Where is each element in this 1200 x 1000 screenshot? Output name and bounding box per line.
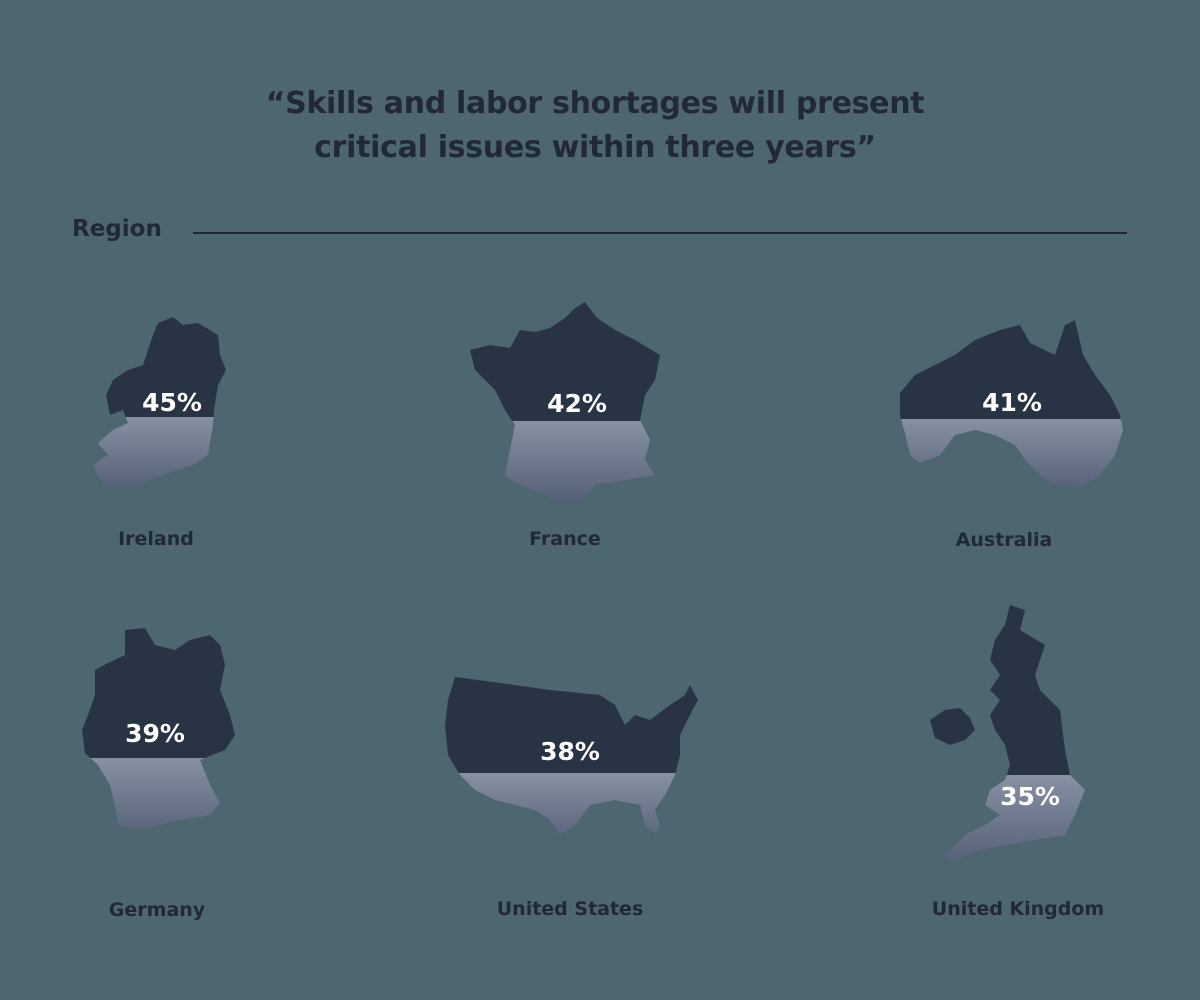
value-label: 41% — [982, 388, 1042, 417]
value-label: 39% — [125, 719, 185, 748]
section-label: Region — [72, 216, 162, 242]
australia-map-icon — [900, 320, 1123, 487]
value-label: 38% — [540, 737, 600, 766]
ireland-map-icon — [93, 317, 226, 490]
region-name: France — [529, 528, 601, 550]
region-ireland: 45% Ireland — [88, 315, 248, 555]
region-united-kingdom: 35% United Kingdom — [925, 600, 1105, 930]
value-label: 35% — [1000, 782, 1060, 811]
region-name: United Kingdom — [931, 898, 1105, 920]
chart-title: “Skills and labor shortages will present… — [0, 82, 1190, 170]
value-label: 42% — [547, 389, 607, 418]
region-australia: 41% Australia — [895, 315, 1125, 555]
region-united-states: 38% United States — [440, 675, 700, 925]
value-label: 45% — [142, 388, 202, 417]
region-france: 42% France — [465, 300, 675, 550]
france-map-icon — [470, 302, 660, 505]
region-name: Ireland — [118, 528, 194, 550]
section-divider — [193, 232, 1127, 234]
chart-title-line-2: critical issues within three years” — [314, 130, 876, 165]
chart-title-line-1: “Skills and labor shortages will present — [265, 86, 925, 121]
region-name: Australia — [955, 529, 1053, 551]
united-kingdom-map-icon — [930, 605, 1085, 860]
region-name: Germany — [108, 899, 206, 921]
united-states-map-icon — [445, 677, 698, 835]
region-name: United States — [496, 898, 644, 920]
region-germany: 39% Germany — [80, 625, 250, 925]
germany-map-icon — [82, 628, 235, 830]
